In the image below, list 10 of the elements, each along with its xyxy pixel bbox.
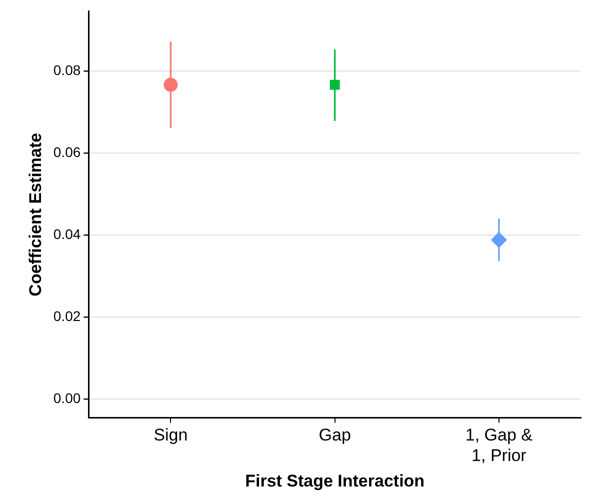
- x-tick-label: Sign: [154, 426, 188, 445]
- x-tick-label: Gap: [318, 426, 351, 445]
- y-axis-title: Coefficient Estimate: [26, 132, 45, 296]
- y-tick-label: 0.08: [53, 62, 81, 78]
- x-tick-label: 1, Gap & 1, Prior: [465, 426, 534, 466]
- y-tick-label: 0.00: [53, 390, 81, 406]
- y-tick-label: 0.04: [53, 226, 81, 242]
- x-axis-title: First Stage Interaction: [245, 471, 425, 490]
- y-tick-label: 0.02: [53, 308, 81, 324]
- y-tick-label: 0.06: [53, 144, 81, 160]
